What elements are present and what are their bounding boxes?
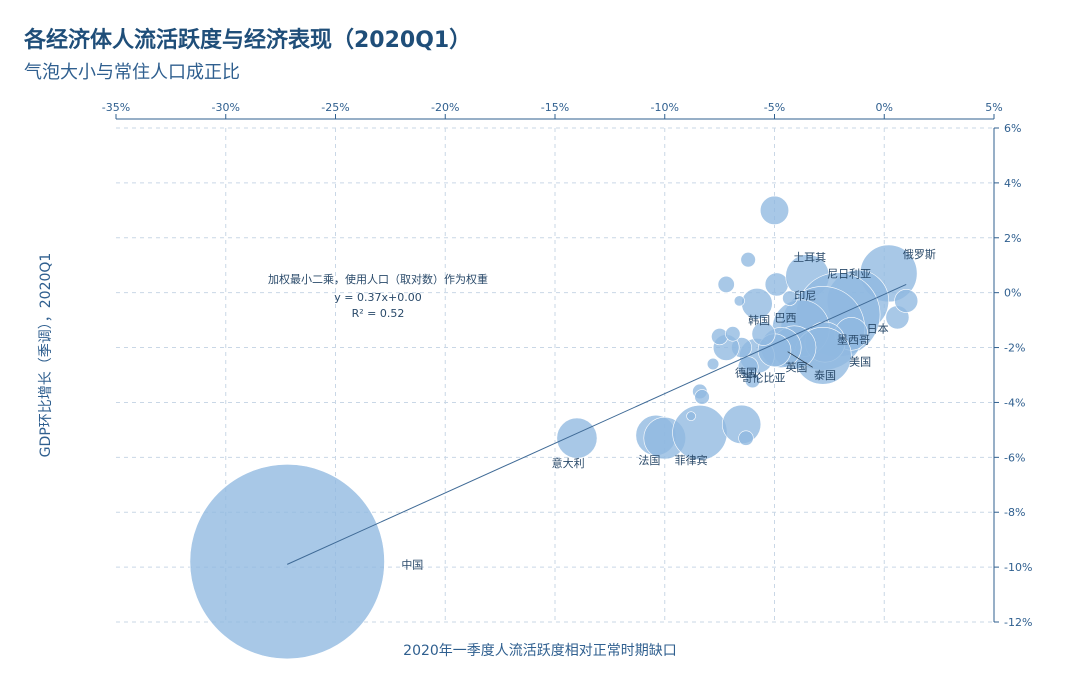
y-tick-label: -10% (1004, 561, 1032, 574)
y-tick-label: 6% (1004, 122, 1021, 135)
x-axis-title: 2020年一季度人流活跃度相对正常时期缺口 (403, 643, 677, 659)
bubble (782, 290, 798, 306)
regression-r2: R² = 0.52 (352, 307, 405, 320)
bubble (711, 328, 729, 346)
x-tick-label: -25% (321, 101, 349, 114)
point-label: 法国 (638, 453, 660, 467)
point-label: 尼日利亚 (827, 267, 871, 280)
x-tick-label: 0% (876, 101, 893, 114)
regression-line-group (287, 283, 907, 565)
y-axis-title: GDP环比增长（季调），2020Q1 (38, 253, 54, 458)
chart-subtitle: 气泡大小与常住人口成正比 (24, 62, 240, 83)
x-tick-label: -5% (764, 101, 785, 114)
bubble (717, 275, 735, 293)
y-tick-label: 2% (1004, 232, 1021, 245)
regression-equation: y = 0.37x+0.00 (334, 291, 421, 304)
bubble (733, 295, 745, 307)
bubble (672, 405, 728, 461)
regression-line (287, 283, 907, 565)
x-tick-label: -30% (212, 101, 240, 114)
y-tick-label: -2% (1004, 342, 1025, 355)
bubble (894, 288, 919, 313)
bubble (744, 372, 761, 389)
bubble (725, 326, 741, 342)
point-label: 哥伦比亚 (742, 371, 786, 385)
x-tick-label: 5% (985, 101, 1002, 114)
point-label: 泰国 (814, 368, 836, 382)
point-label: 菲律宾 (675, 453, 708, 467)
point-label: 土耳其 (793, 251, 826, 264)
bubble (759, 195, 790, 225)
leader-line (787, 351, 813, 368)
bubble (189, 464, 385, 660)
x-tick-label: -10% (651, 101, 679, 114)
bubble (751, 321, 776, 346)
point-label: 印尼 (794, 289, 816, 302)
point-label: 日本 (867, 321, 889, 335)
point-label: 德国 (735, 365, 757, 379)
point-label: 韩国 (748, 313, 770, 327)
axes: -35% -30% -25% -20% -15% -10% -5% 0% 5%6% 4% 2% 0% -… (102, 101, 1033, 629)
bubble (694, 389, 710, 405)
y-tick-label: -6% (1004, 451, 1025, 464)
y-tick-label: -4% (1004, 396, 1025, 409)
point-label: 墨西哥 (837, 333, 870, 346)
bubble (686, 411, 696, 421)
point-label: 巴西 (774, 311, 796, 324)
y-tick-label: -8% (1004, 506, 1025, 519)
x-tick-label: -15% (541, 101, 569, 114)
x-tick-label: -20% (431, 101, 459, 114)
bubble (738, 430, 754, 446)
point-label: 英国 (785, 360, 807, 374)
point-label: 意大利 (552, 456, 585, 470)
point-label: 美国 (849, 355, 871, 368)
x-tick-label: -35% (102, 101, 130, 114)
bubble (706, 357, 720, 371)
chart-title: 各经济体人流活跃度与经济表现（2020Q1） (24, 28, 472, 53)
bubble (556, 417, 598, 459)
point-label: 中国 (401, 558, 423, 571)
bubbles (189, 195, 919, 660)
regression-note: 加权最小二乘，使用人口（取对数）作为权重 (268, 272, 488, 286)
y-tick-label: 4% (1004, 177, 1021, 190)
bubble (740, 252, 756, 268)
y-tick-label: 0% (1004, 287, 1021, 300)
y-tick-label: -12% (1004, 616, 1032, 629)
point-label: 俄罗斯 (903, 248, 936, 261)
